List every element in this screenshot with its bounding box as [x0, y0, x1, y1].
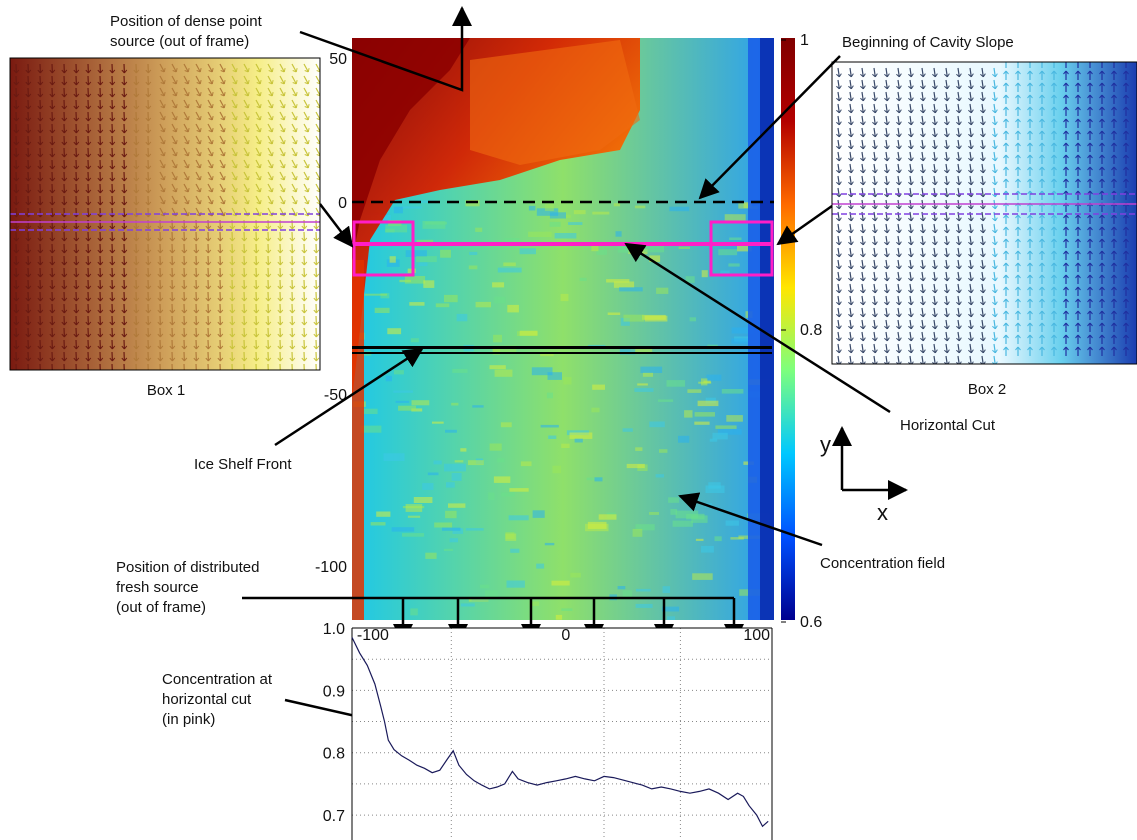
- ice-shelf-front-line-2: [352, 352, 772, 354]
- concentration-field-arrow: [678, 492, 823, 547]
- field-y-tick-label: 0: [338, 195, 347, 212]
- box1-label: Box 1: [147, 382, 185, 399]
- conc-at-cut-label: Concentration at horizontal cut (in pink…: [162, 671, 276, 728]
- plot-y-tick-label: 0.8: [323, 746, 345, 763]
- field-y-tick-label: 50: [329, 51, 347, 68]
- plot-x-tick-label: 100: [743, 627, 770, 644]
- x-axis-label: x: [877, 500, 888, 525]
- field-y-tick-label: -100: [315, 559, 347, 576]
- box2-arrow: [776, 204, 833, 246]
- cavity-slope-label: Beginning of Cavity Slope: [842, 34, 1014, 51]
- box1-marker: [352, 220, 415, 277]
- box2-marker: [709, 220, 774, 277]
- ice-shelf-front-line: [352, 346, 772, 349]
- concentration-line-plot: 1.0 0.9 0.8 0.7 -100 0 100: [323, 621, 773, 840]
- cavity-slope-arrow: [698, 55, 841, 200]
- horizontal-cut-line: [352, 242, 772, 246]
- plot-y-tick-label: 1.0: [323, 621, 345, 638]
- concentration-series-line: [351, 637, 769, 828]
- horizontal-cut-arrow: [624, 242, 891, 414]
- plot-y-tick-label: 0.9: [323, 683, 345, 700]
- box1-vector-field: [9, 57, 321, 371]
- dense-source-arrow: [299, 6, 472, 92]
- box2-vector-field: [831, 61, 1137, 365]
- plot-y-tick-label: 0.7: [323, 808, 345, 825]
- horizontal-cut-label: Horizontal Cut: [900, 417, 996, 434]
- box1-arrow: [319, 203, 354, 248]
- colorbar: [781, 38, 795, 620]
- dense-source-label: Position of dense point source (out of f…: [110, 13, 266, 50]
- plot-x-tick-label: 0: [561, 627, 570, 644]
- y-axis-label: y: [820, 432, 831, 457]
- box2-label: Box 2: [968, 381, 1006, 398]
- ice-shelf-front-label: Ice Shelf Front: [194, 456, 292, 473]
- colorbar-tick-label: 1: [800, 32, 809, 49]
- plot-x-tick-label: -100: [357, 627, 389, 644]
- colorbar-tick-label: 0.6: [800, 614, 822, 631]
- fresh-source-label: Position of distributed fresh source (ou…: [116, 559, 264, 616]
- field-y-tick-label: -50: [324, 387, 347, 404]
- concentration-field-map: [352, 38, 774, 620]
- ice-shelf-front-arrow: [274, 347, 424, 447]
- concentration-field-label: Concentration field: [820, 555, 945, 572]
- colorbar-tick-label: 0.8: [800, 322, 822, 339]
